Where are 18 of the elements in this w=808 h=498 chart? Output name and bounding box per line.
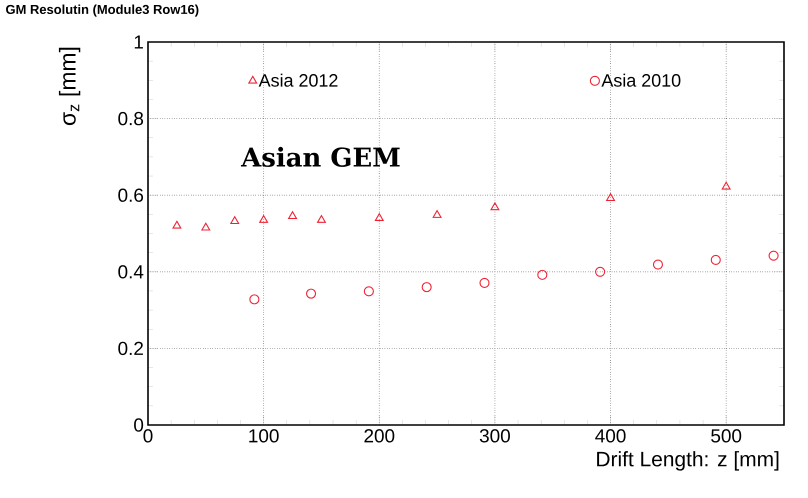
legend-label: Asia 2012	[258, 74, 338, 87]
x-tick-label: 100	[249, 429, 279, 443]
y-tick-label: 0.6	[118, 188, 144, 202]
y-tick-label: 1	[134, 35, 143, 49]
y-tick-label: 0.2	[118, 342, 143, 356]
y-axis-title: σ$_{z}$ [mm]	[58, 48, 80, 126]
x-tick-label: 0	[143, 429, 153, 443]
x-tick-label: 300	[480, 429, 510, 443]
y-tick-label: 0	[134, 418, 144, 432]
x-tick-label: 200	[364, 429, 394, 443]
chart-title: GM Resolutin (Module3 Row16)	[6, 4, 198, 17]
x-tick-label: 500	[711, 429, 742, 443]
y-tick-label: 0.4	[118, 265, 144, 278]
x-axis-title: Drift Length: z [mm]	[597, 451, 778, 471]
annotation: Asian GEM	[240, 146, 400, 167]
x-tick-label: 400	[595, 429, 626, 443]
y-tick-label: 0.8	[118, 112, 144, 126]
legend-label: Asia 2010	[601, 74, 680, 87]
